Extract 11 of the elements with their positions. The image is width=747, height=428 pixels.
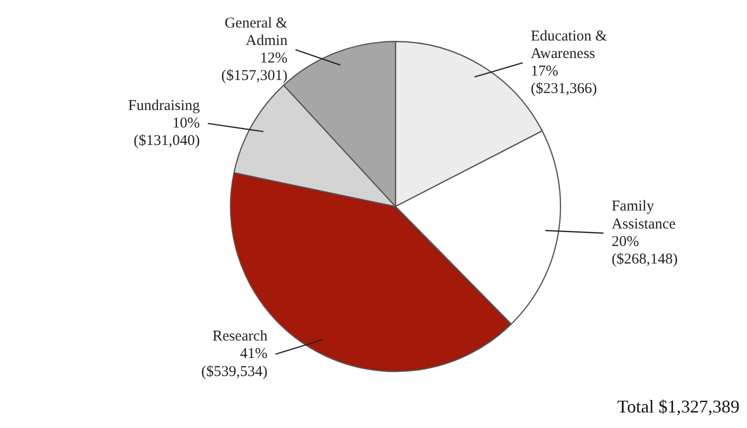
slice-label: Family Assistance	[612, 198, 676, 232]
data-label: 20% ($268,148)	[612, 234, 678, 268]
slice-label: Fundraising	[128, 98, 200, 114]
data-label: 17% ($231,366)	[530, 64, 597, 98]
data-label: 41% ($539,534)	[201, 346, 268, 380]
data-label: 10% ($131,040)	[134, 115, 200, 150]
slice-label: General & Admin	[224, 15, 288, 49]
data-label: 12% ($157,301)	[221, 50, 288, 84]
text: Total $1,327,389	[617, 396, 740, 416]
slice-label: Education & Awareness	[530, 28, 608, 62]
slice-label: Research	[212, 328, 268, 345]
